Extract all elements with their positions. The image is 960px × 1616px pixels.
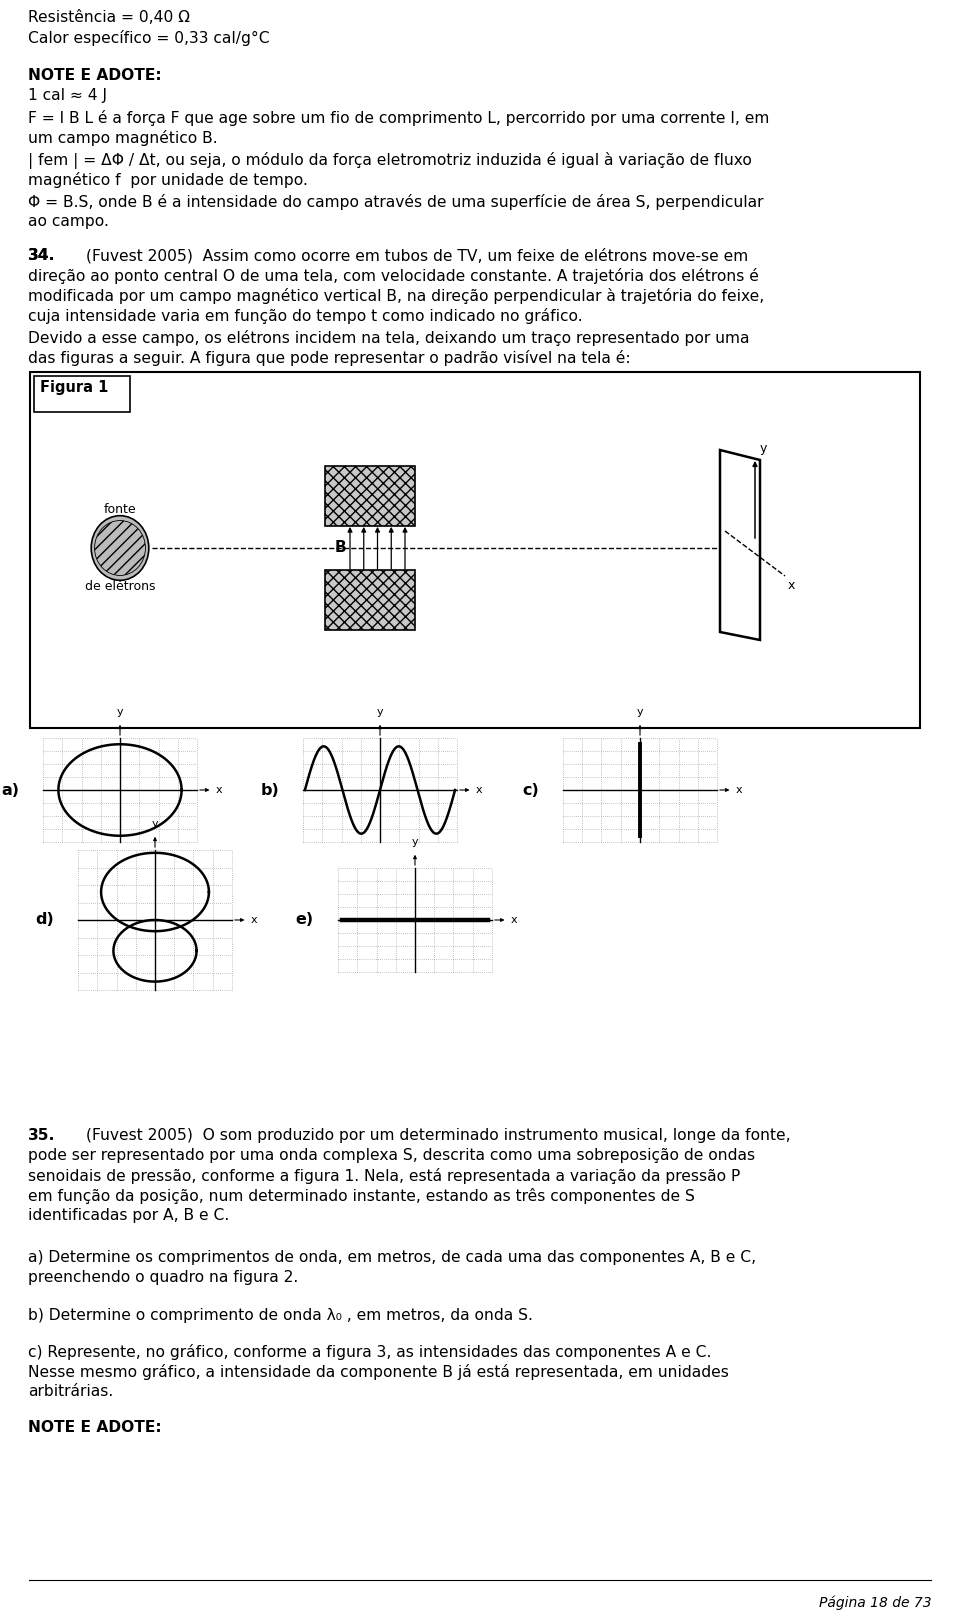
- Text: x: x: [735, 785, 742, 795]
- Text: B: B: [334, 540, 346, 554]
- Text: d): d): [36, 913, 54, 928]
- Text: das figuras a seguir. A figura que pode representar o padrão visível na tela é:: das figuras a seguir. A figura que pode …: [28, 351, 631, 365]
- Text: x: x: [251, 915, 257, 924]
- FancyBboxPatch shape: [325, 465, 415, 525]
- Text: 34.: 34.: [28, 247, 56, 263]
- Bar: [563, 739, 717, 842]
- Text: | fem | = ΔΦ / Δt, ou seja, o módulo da força eletromotriz induzida é igual à va: | fem | = ΔΦ / Δt, ou seja, o módulo da …: [28, 152, 752, 170]
- Text: 35.: 35.: [28, 1128, 56, 1143]
- FancyBboxPatch shape: [325, 570, 415, 630]
- Text: 34.: 34.: [28, 247, 56, 263]
- Text: (Fuvest 2005)  O som produzido por um determinado instrumento musical, longe da : (Fuvest 2005) O som produzido por um det…: [81, 1128, 790, 1143]
- Text: preenchendo o quadro na figura 2.: preenchendo o quadro na figura 2.: [28, 1270, 299, 1285]
- Text: Resistência = 0,40 Ω: Resistência = 0,40 Ω: [28, 10, 190, 24]
- Text: y: y: [152, 819, 158, 829]
- Text: cuja intensidade varia em função do tempo t como indicado no gráfico.: cuja intensidade varia em função do temp…: [28, 309, 583, 323]
- Text: (Fuvest 2005)  Assim como ocorre em tubos de TV, um feixe de elétrons move-se em: (Fuvest 2005) Assim como ocorre em tubos…: [81, 247, 748, 263]
- Text: Figura 1: Figura 1: [40, 380, 108, 394]
- Bar: [338, 868, 492, 971]
- Text: Devido a esse campo, os elétrons incidem na tela, deixando um traço representado: Devido a esse campo, os elétrons incidem…: [28, 330, 750, 346]
- Text: Nesse mesmo gráfico, a intensidade da componente B já está representada, em unid: Nesse mesmo gráfico, a intensidade da co…: [28, 1364, 729, 1380]
- Text: Φ = B.S, onde B é a intensidade do campo através de uma superfície de área S, pe: Φ = B.S, onde B é a intensidade do campo…: [28, 194, 763, 210]
- Text: Calor específico = 0,33 cal/g°C: Calor específico = 0,33 cal/g°C: [28, 31, 270, 45]
- Text: um campo magnético B.: um campo magnético B.: [28, 129, 218, 145]
- Text: de elétrons: de elétrons: [84, 580, 156, 593]
- Bar: [43, 739, 197, 842]
- Text: F = I B L é a força F que age sobre um fio de comprimento L, percorrido por uma : F = I B L é a força F que age sobre um f…: [28, 110, 769, 126]
- Bar: [78, 850, 232, 991]
- Text: x: x: [788, 579, 796, 591]
- Text: a): a): [1, 782, 19, 798]
- Text: magnético f  por unidade de tempo.: magnético f por unidade de tempo.: [28, 171, 308, 187]
- Text: y: y: [117, 706, 123, 718]
- Text: b) Determine o comprimento de onda λ₀ , em metros, da onda S.: b) Determine o comprimento de onda λ₀ , …: [28, 1307, 533, 1324]
- Text: b): b): [260, 782, 279, 798]
- Text: 1 cal ≈ 4 J: 1 cal ≈ 4 J: [28, 87, 107, 103]
- Text: NOTE E ADOTE:: NOTE E ADOTE:: [28, 1420, 161, 1435]
- Text: direção ao ponto central O de uma tela, com velocidade constante. A trajetória d: direção ao ponto central O de uma tela, …: [28, 268, 758, 284]
- Text: a) Determine os comprimentos de onda, em metros, de cada uma das componentes A, : a) Determine os comprimentos de onda, em…: [28, 1251, 756, 1265]
- Text: Página 18 de 73: Página 18 de 73: [819, 1597, 931, 1611]
- Text: em função da posição, num determinado instante, estando as três componentes de S: em função da posição, num determinado in…: [28, 1188, 695, 1204]
- FancyBboxPatch shape: [30, 372, 920, 727]
- Text: x: x: [475, 785, 482, 795]
- Text: y: y: [376, 706, 383, 718]
- Text: arbitrárias.: arbitrárias.: [28, 1383, 113, 1399]
- Bar: [303, 739, 457, 842]
- Text: modificada por um campo magnético vertical B, na direção perpendicular à trajetó: modificada por um campo magnético vertic…: [28, 288, 764, 304]
- Text: e): e): [296, 913, 314, 928]
- Text: ao campo.: ao campo.: [28, 213, 108, 229]
- Text: c): c): [522, 782, 539, 798]
- Text: identificadas por A, B e C.: identificadas por A, B e C.: [28, 1209, 229, 1223]
- Text: NOTE E ADOTE:: NOTE E ADOTE:: [28, 68, 161, 82]
- Text: fonte: fonte: [104, 503, 136, 516]
- Ellipse shape: [91, 516, 149, 580]
- Text: c) Represente, no gráfico, conforme a figura 3, as intensidades das componentes : c) Represente, no gráfico, conforme a fi…: [28, 1345, 711, 1361]
- Text: y: y: [636, 706, 643, 718]
- FancyBboxPatch shape: [34, 377, 130, 412]
- Text: pode ser representado por uma onda complexa S, descrita como uma sobreposição de: pode ser representado por uma onda compl…: [28, 1147, 756, 1164]
- Text: y: y: [412, 837, 419, 847]
- Text: y: y: [760, 443, 767, 456]
- Text: x: x: [215, 785, 222, 795]
- Text: x: x: [511, 915, 516, 924]
- Text: senoidais de pressão, conforme a figura 1. Nela, está representada a variação da: senoidais de pressão, conforme a figura …: [28, 1168, 740, 1185]
